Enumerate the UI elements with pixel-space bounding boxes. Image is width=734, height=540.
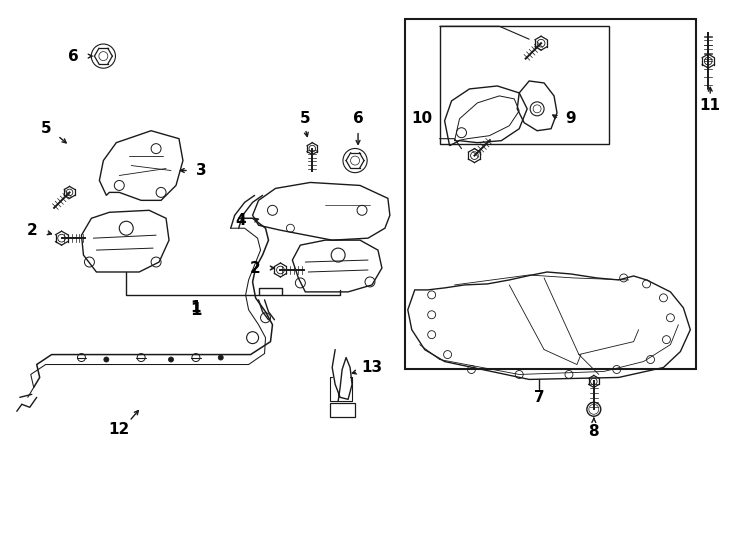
Text: 12: 12	[109, 422, 130, 437]
Text: 2: 2	[250, 260, 261, 275]
Bar	[440, 26, 608, 144]
Circle shape	[218, 355, 223, 360]
Circle shape	[103, 357, 109, 362]
Text: 6: 6	[352, 111, 363, 126]
Text: 5: 5	[40, 122, 51, 136]
Text: 3: 3	[195, 163, 206, 178]
Text: 10: 10	[411, 111, 432, 126]
Circle shape	[169, 357, 173, 362]
Text: 1: 1	[190, 301, 202, 319]
Text: 5: 5	[300, 111, 310, 126]
Text: 11: 11	[700, 98, 721, 113]
Text: 2: 2	[26, 222, 37, 238]
Bar	[405, 19, 697, 369]
Text: 6: 6	[68, 49, 79, 64]
Text: 1: 1	[191, 300, 201, 315]
Text: 13: 13	[361, 360, 382, 375]
Text: 4: 4	[236, 213, 246, 228]
Text: 7: 7	[534, 390, 545, 405]
Text: 8: 8	[589, 424, 599, 438]
Text: 9: 9	[566, 111, 576, 126]
